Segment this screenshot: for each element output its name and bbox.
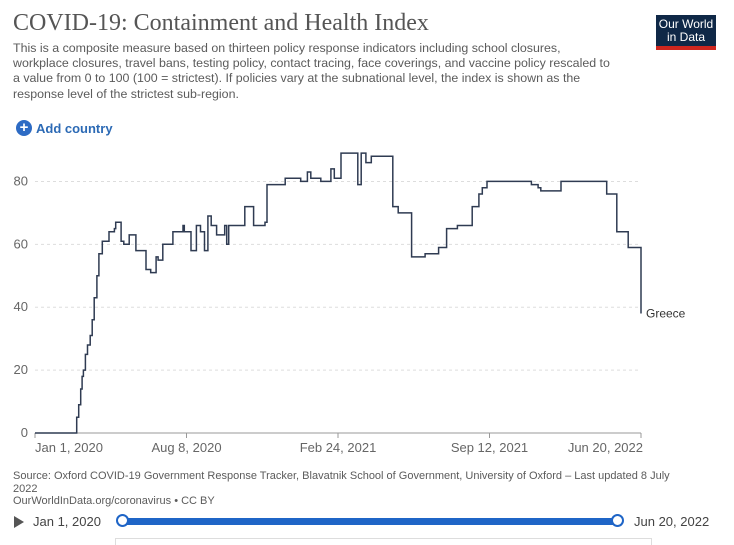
line-chart: 0 20 40 60 80 Jan 1, 2020 Aug 8, 2020 Feb 24, 2…: [14, 152, 686, 455]
logo-line-1: Our World: [658, 17, 714, 31]
timeline-start-date: Jan 1, 2020: [33, 514, 101, 529]
plus-circle-icon: +: [16, 120, 32, 136]
source-note: Source: Oxford COVID-19 Government Respo…: [13, 470, 693, 508]
x-tick-label: Jun 20, 2022: [568, 440, 643, 455]
timeline-start-handle[interactable]: [116, 514, 129, 527]
x-tick-label: Aug 8, 2020: [151, 440, 221, 455]
y-tick-label: 80: [14, 173, 28, 188]
chart-subtitle: This is a composite measure based on thi…: [13, 41, 610, 101]
series-label-greece: Greece: [646, 307, 686, 321]
logo-line-2: in Data: [666, 30, 706, 44]
tab-bar: [115, 538, 652, 545]
source-url[interactable]: OurWorldInData.org/coronavirus • CC BY: [13, 495, 215, 507]
owid-logo[interactable]: Our World in Data: [656, 15, 716, 50]
source-line[interactable]: Source: Oxford COVID-19 Government Respo…: [13, 470, 670, 495]
x-tick-label: Feb 24, 2021: [300, 440, 377, 455]
chart-title: COVID-19: Containment and Health Index: [13, 10, 429, 36]
add-country-label: Add country: [36, 120, 113, 136]
y-tick-label: 0: [21, 425, 28, 440]
x-tick-label: Sep 12, 2021: [451, 440, 528, 455]
timeline-slider-track[interactable]: [122, 518, 618, 525]
series-line-greece: [35, 152, 642, 434]
y-tick-label: 20: [14, 362, 28, 377]
timeline-end-handle[interactable]: [611, 514, 624, 527]
timeline-end-date: Jun 20, 2022: [634, 514, 710, 529]
y-tick-label: 60: [14, 236, 28, 251]
x-tick-label: Jan 1, 2020: [35, 440, 103, 455]
y-tick-label: 40: [14, 299, 28, 314]
play-icon[interactable]: [14, 516, 24, 528]
add-country-button[interactable]: + Add country: [16, 120, 113, 136]
timeline: Jan 1, 2020 Jun 20, 2022: [0, 508, 734, 538]
